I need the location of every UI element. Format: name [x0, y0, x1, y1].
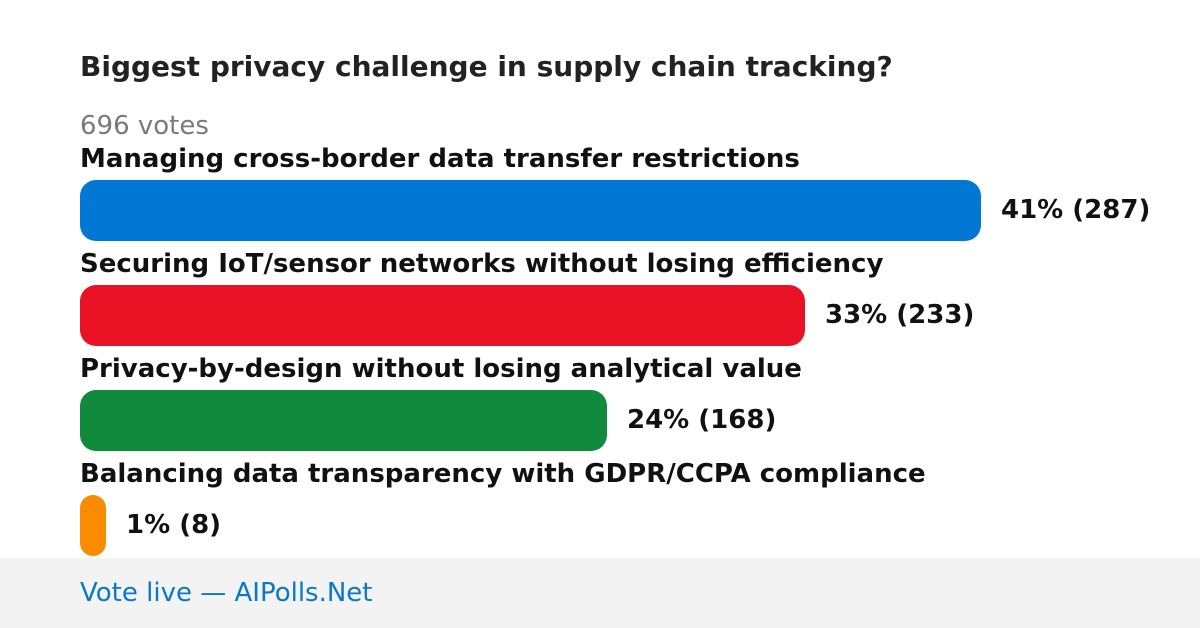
- option-value-label: 41% (287): [1001, 195, 1151, 225]
- option-label: Balancing data transparency with GDPR/CC…: [80, 459, 926, 489]
- option-value-label: 24% (168): [627, 405, 777, 435]
- option-bar: [80, 495, 106, 556]
- option-bar: [80, 285, 805, 346]
- option-label: Securing IoT/sensor networks without los…: [80, 249, 884, 279]
- option-bar: [80, 390, 607, 451]
- vote-count: 696 votes: [80, 111, 209, 141]
- option-value-label: 33% (233): [825, 300, 975, 330]
- option-label: Privacy-by-design without losing analyti…: [80, 354, 802, 384]
- option-label: Managing cross-border data transfer rest…: [80, 144, 800, 174]
- footer-bar: Vote live — AIPolls.Net: [0, 558, 1200, 628]
- option-bar: [80, 180, 981, 241]
- option-value-label: 1% (8): [126, 510, 222, 540]
- vote-live-link[interactable]: Vote live — AIPolls.Net: [80, 578, 373, 608]
- poll-question: Biggest privacy challenge in supply chai…: [80, 50, 893, 83]
